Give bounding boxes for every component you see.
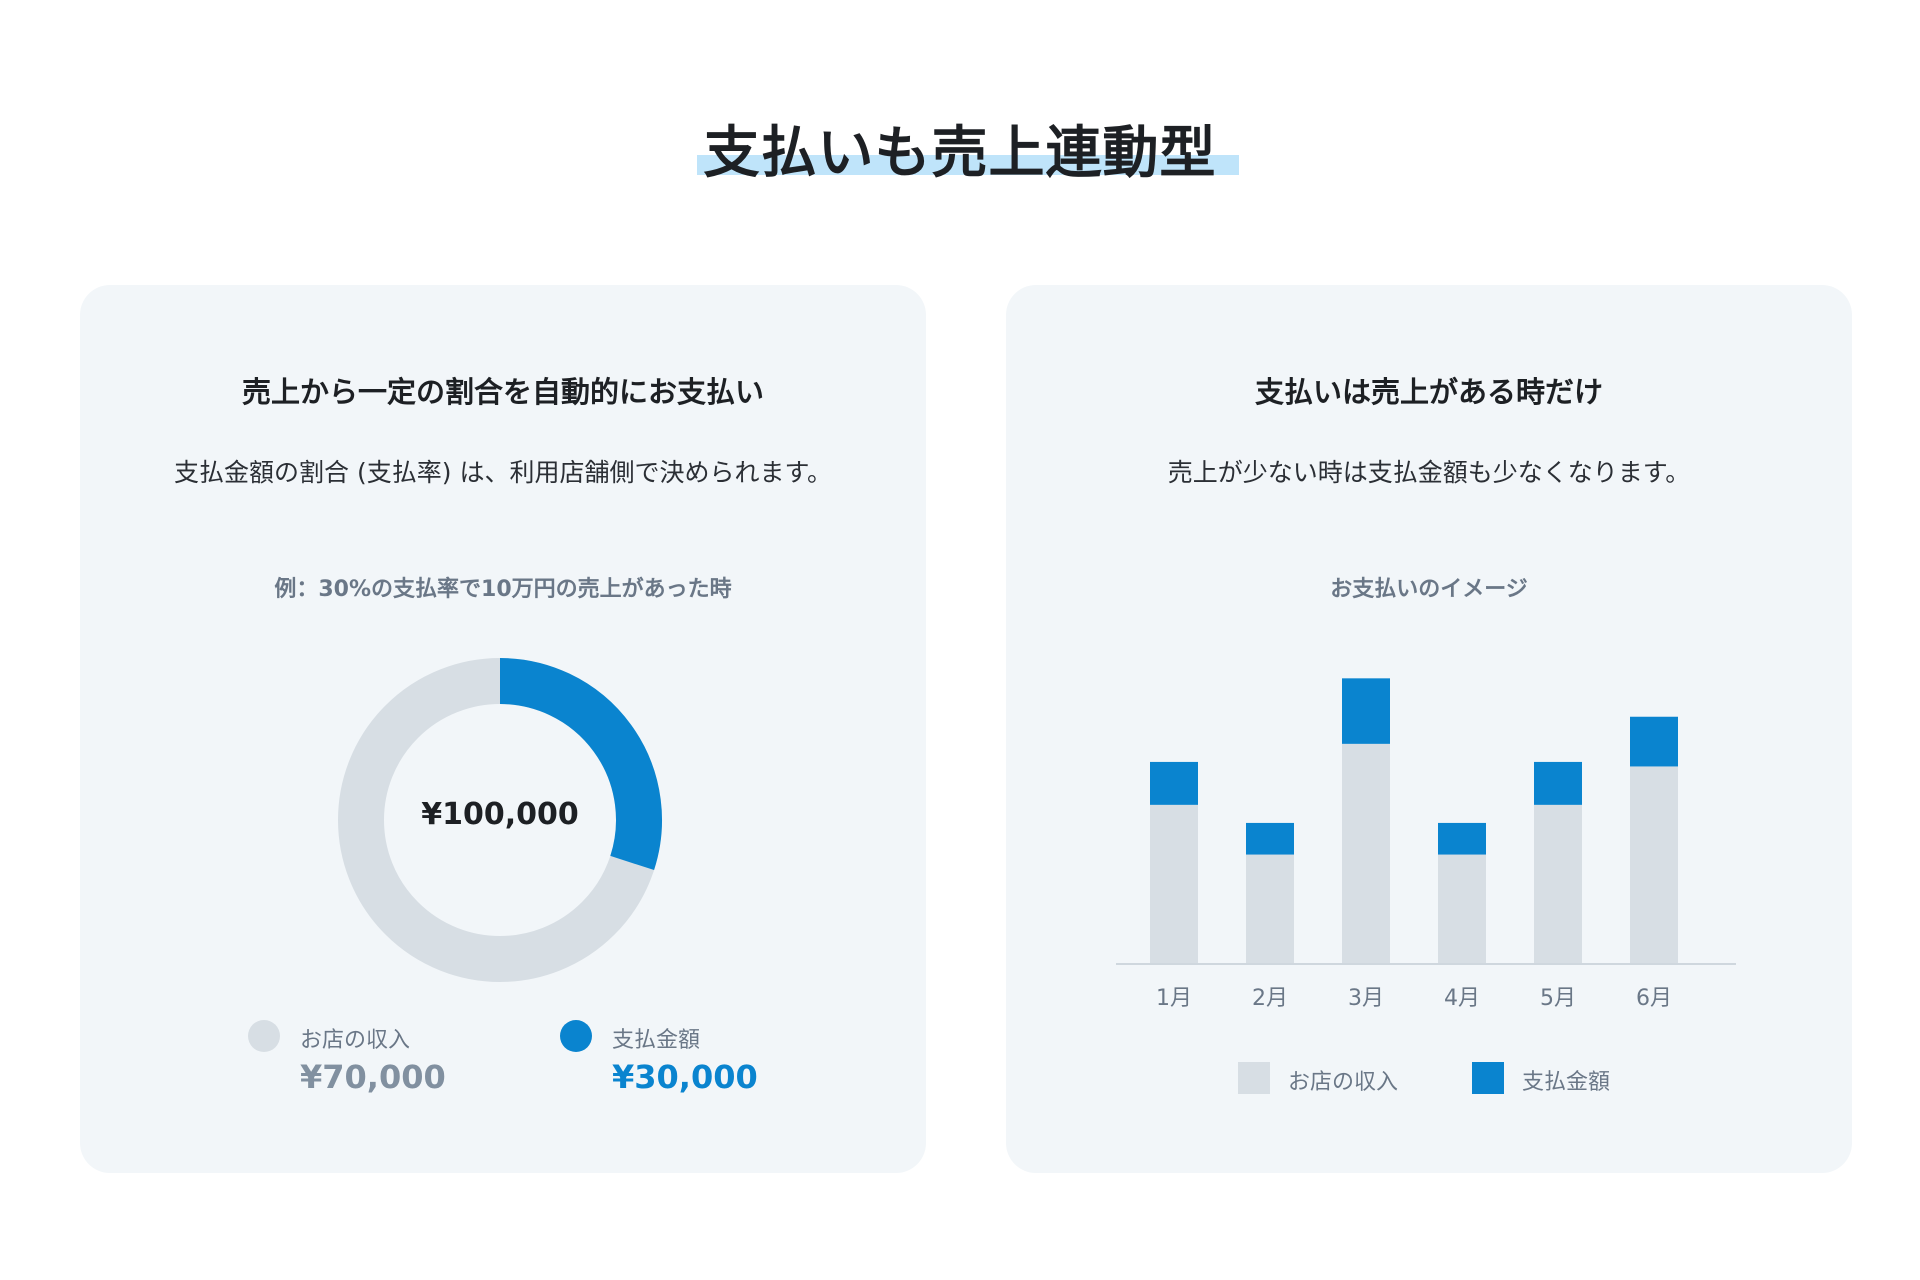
legend-income-label: お店の収入 [300, 1028, 411, 1053]
bar-payment [1438, 822, 1486, 855]
bar-income [1246, 854, 1294, 963]
bar-payment [1246, 822, 1294, 855]
donut-caption: 例：30%の支払率で10万円の売上があった時 [274, 577, 732, 602]
x-tick-label: 2月 [1252, 986, 1288, 1011]
bar-income [1534, 804, 1582, 963]
legend-income-value: ¥70,000 [300, 1058, 446, 1096]
x-tick-label: 6月 [1636, 986, 1672, 1011]
donut-slice-payment [499, 658, 662, 871]
page-title: 支払いも売上連動型 [703, 121, 1217, 186]
donut-chart [338, 658, 662, 982]
revenue-share-card: 売上から一定の割合を自動的にお支払い 支払金額の割合 (支払率) は、利用店舗側… [80, 285, 926, 1173]
bar-payment [1534, 761, 1582, 805]
pay-when-sales-description: 売上が少ない時は支払金額も少なくなります。 [1167, 458, 1691, 487]
x-tick-label: 3月 [1348, 986, 1384, 1011]
title-highlight [697, 155, 1239, 175]
revenue-share-heading: 売上から一定の割合を自動的にお支払い [241, 375, 764, 409]
pay-when-sales-heading: 支払いは売上がある時だけ [1254, 375, 1603, 409]
income-dot-icon [248, 1020, 280, 1052]
payment-swatch-icon [1472, 1062, 1504, 1094]
payment-dot-icon [560, 1020, 592, 1052]
pay-when-sales-card: 支払いは売上がある時だけ 売上が少ない時は支払金額も少なくなります。 お支払いの… [1006, 285, 1852, 1173]
bar-income [1630, 766, 1678, 963]
income-swatch-icon [1238, 1062, 1270, 1094]
bar-payment [1342, 678, 1390, 744]
legend-payment-label: 支払金額 [612, 1028, 701, 1053]
donut-center-total: ¥100,000 [421, 797, 579, 832]
x-tick-label: 1月 [1156, 986, 1192, 1011]
bar-income [1438, 854, 1486, 963]
bar-chart-legend: お店の収入 支払金額 [1006, 1060, 1852, 1100]
revenue-share-description: 支払金額の割合 (支払率) は、利用店舗側で決められます。 [174, 458, 832, 487]
bar-legend-income-label: お店の収入 [1288, 1070, 1399, 1095]
x-tick-label: 4月 [1444, 986, 1480, 1011]
bar-payment [1630, 716, 1678, 767]
bar-income [1150, 804, 1198, 963]
bar-payment [1150, 761, 1198, 805]
x-tick-label: 5月 [1540, 986, 1576, 1011]
bar-legend-payment-label: 支払金額 [1522, 1070, 1611, 1095]
bar-chart-caption: お支払いのイメージ [1330, 577, 1528, 602]
stacked-bar-chart: 1月 2月 3月 4月 5月 6月 [1116, 678, 1736, 1011]
legend-payment-value: ¥30,000 [612, 1058, 758, 1096]
bar-income [1342, 743, 1390, 963]
